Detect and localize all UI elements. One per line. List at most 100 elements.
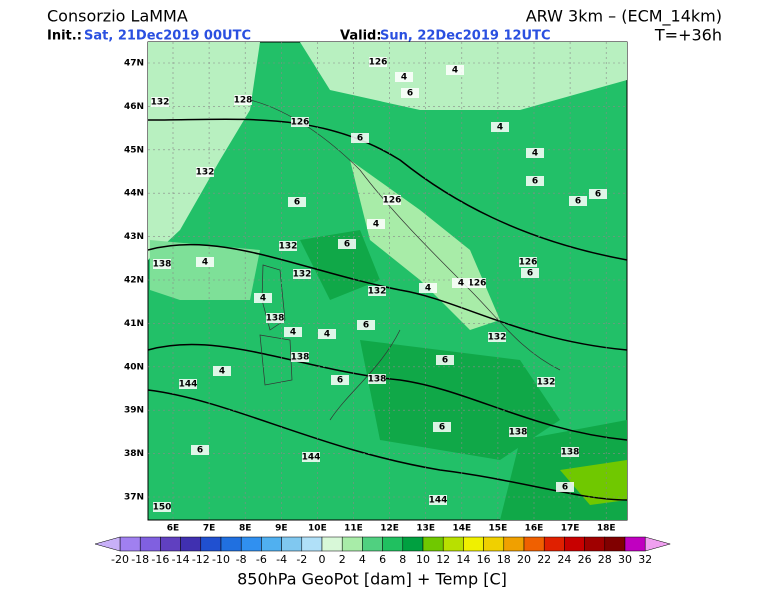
colorbar-tick-label: 22 [537, 553, 551, 566]
colorbar-tick-label: -6 [256, 553, 267, 566]
lat-label: 37N [124, 493, 144, 503]
contour-label: 132 [368, 287, 387, 297]
contour-label-bg [491, 122, 509, 132]
contour-label-bg [569, 196, 587, 206]
init-time: Sat, 21Dec2019 00UTC [84, 29, 251, 44]
colorbar-box [624, 536, 646, 552]
contour-label-bg [556, 482, 574, 492]
colorbar-box [180, 536, 202, 552]
contour-label: 126 [291, 118, 310, 128]
lon-label: 9E [275, 524, 287, 534]
contour-label-bg [254, 293, 272, 303]
lon-label: 15E [489, 524, 508, 534]
contour-label: 138 [561, 448, 580, 458]
contour-label: 4 [202, 258, 208, 268]
colorbar-box [564, 536, 585, 552]
lon-label: 12E [380, 524, 399, 534]
contour-label-bg [383, 195, 401, 205]
colorbar-box [503, 536, 525, 552]
contour-label: 138 [266, 314, 285, 324]
contour-label-bg [369, 57, 387, 67]
contour-label-bg [526, 176, 544, 186]
contour-label: 6 [595, 190, 601, 200]
colorbar-box [240, 536, 262, 552]
colorbar-tick-label: -14 [172, 553, 190, 566]
map [147, 41, 628, 521]
colorbar-tick-label: 30 [618, 553, 632, 566]
contour-label: 6 [197, 446, 203, 456]
colorbar-tick-label: -4 [276, 553, 287, 566]
contour-label: 4 [425, 284, 431, 294]
coastline [249, 99, 561, 421]
colorbar-box [422, 536, 444, 552]
colorbar-tick-label: 16 [477, 553, 491, 566]
contour-label: 6 [532, 177, 538, 187]
cool-area [150, 240, 260, 300]
contour-label-bg [429, 495, 447, 505]
contour-label-bg [452, 278, 470, 288]
contour-label-bg [561, 447, 579, 457]
lat-label: 39N [124, 406, 144, 416]
contour-label: 132 [151, 98, 170, 108]
contour-label-bg [519, 257, 537, 267]
lon-label: 6E [167, 524, 179, 534]
contour-label: 4 [452, 66, 458, 76]
contour-label-bg [284, 327, 302, 337]
contour-label: 144 [302, 453, 321, 463]
contour-label: 4 [324, 330, 330, 340]
colorbar-tick-label: -10 [212, 553, 230, 566]
contour-label-bg [291, 352, 309, 362]
contour-label-bg [419, 283, 437, 293]
colorbar-over [644, 536, 672, 552]
colorbar-tick-label: -18 [131, 553, 149, 566]
colorbar-title: 850hPa GeoPot [dam] + Temp [C] [237, 570, 507, 589]
colorbar-tick-label: -20 [111, 553, 129, 566]
contour-label-bg [179, 379, 197, 389]
contour-label: 6 [575, 197, 581, 207]
lat-label: 45N [124, 145, 144, 155]
colorbar-tick-label: 24 [557, 553, 571, 566]
contour-label: 128 [234, 96, 253, 106]
colorbar-under [94, 536, 121, 552]
colorbar-box [341, 536, 363, 552]
contour-label-bg [521, 268, 539, 278]
colorbar-tick-label: 4 [359, 553, 366, 566]
contour-label-bg [446, 65, 464, 75]
lon-label: 7E [203, 524, 215, 534]
valid-label: Valid: [340, 29, 382, 44]
contour-label: 6 [337, 376, 343, 386]
colorbar-box [584, 536, 606, 552]
colorbar-box [382, 536, 404, 552]
colorbar-box [160, 536, 181, 552]
colorbar-tick-label: -12 [192, 553, 210, 566]
contour-label: 4 [373, 220, 379, 230]
contour-label: 4 [290, 328, 296, 338]
colorbar-tick-label: -8 [236, 553, 247, 566]
contour-label-bg [367, 219, 385, 229]
colorbar-tick-label: 32 [638, 553, 652, 566]
contour-label-bg [589, 189, 607, 199]
contour-label-bg [191, 445, 209, 455]
colorbar-box [442, 536, 464, 552]
contour-label-bg [288, 197, 306, 207]
contour-label-bg [488, 332, 506, 342]
lon-label: 14E [452, 524, 471, 534]
contour-label: 6 [439, 423, 445, 433]
contour-label: 138 [153, 260, 172, 270]
contour-label-bg [401, 88, 419, 98]
colorbar-box [119, 536, 141, 552]
contour-label: 138 [291, 353, 310, 363]
contour-label: 132 [293, 270, 312, 280]
contour-label: 6 [363, 321, 369, 331]
contour-label: 6 [357, 134, 363, 144]
contour-label: 4 [497, 123, 503, 133]
valid-time: Sun, 22Dec2019 12UTC [380, 29, 551, 44]
contour-label-bg [153, 502, 171, 512]
contour-label-bg [526, 148, 544, 158]
colorbar-tick-label: 0 [319, 553, 326, 566]
contour-label-bg [196, 257, 214, 267]
contour-label: 6 [527, 269, 533, 279]
lon-label: 10E [308, 524, 327, 534]
title: Consorzio LaMMA [47, 7, 188, 26]
